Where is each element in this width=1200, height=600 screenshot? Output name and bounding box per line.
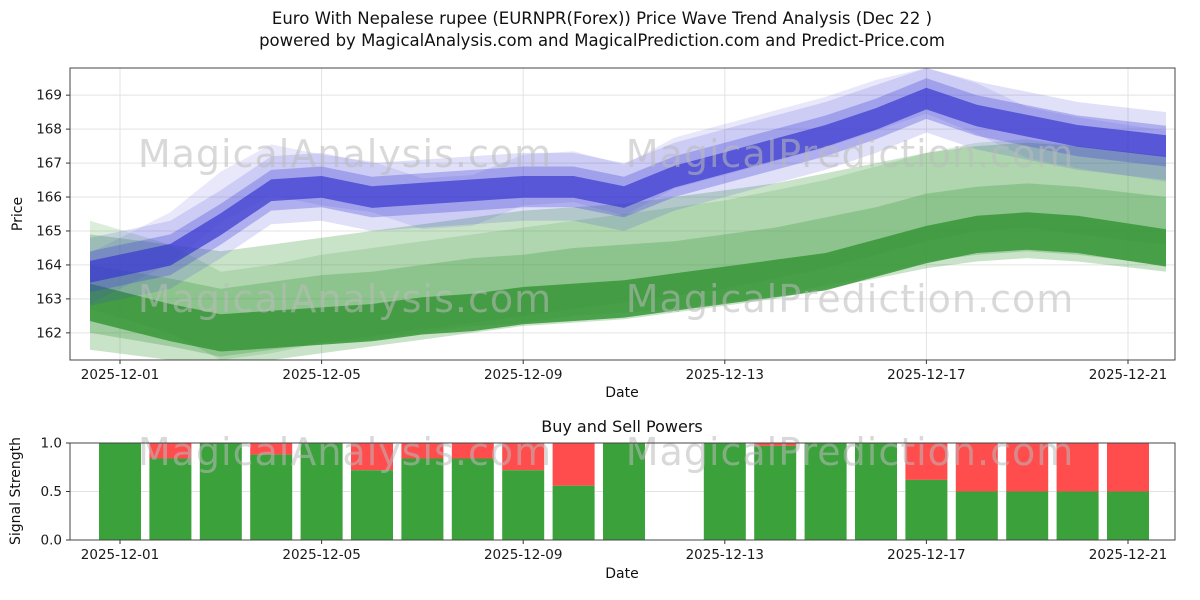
watermark-text: MagicalAnalysis.com <box>138 430 552 474</box>
figure-title-line2: powered by MagicalAnalysis.com and Magic… <box>259 31 945 50</box>
sell-bar <box>1107 443 1149 492</box>
signal-yaxis-label: Signal Strength <box>8 437 24 545</box>
signal-y-tick-label: 0.5 <box>41 484 62 500</box>
price-x-tick-label: 2025-12-21 <box>1089 367 1167 383</box>
price-chart-axes: 162 163 164 165 166 167 168 169 2025-12-01 2025-1… <box>36 67 1176 383</box>
signal-x-tick-label: 2025-12-17 <box>887 547 965 563</box>
sell-bar <box>351 443 393 471</box>
sell-bar <box>250 443 293 455</box>
watermark-text: MagicalAnalysis.com <box>138 277 552 321</box>
price-yaxis-label: Price <box>10 197 26 231</box>
buy-bar <box>955 491 998 540</box>
sell-bar <box>149 443 192 459</box>
price-y-tick-label: 168 <box>36 122 62 138</box>
sell-bar <box>754 443 797 446</box>
buy-bar <box>300 443 343 540</box>
buy-bar <box>905 479 948 540</box>
sell-bar <box>401 443 444 459</box>
buy-bar <box>199 443 242 540</box>
band-green-trend-alt <box>90 139 1166 360</box>
price-x-tick-label: 2025-12-09 <box>484 367 562 383</box>
buy-bar <box>855 443 897 540</box>
price-y-tick-label: 169 <box>36 88 62 104</box>
buy-bar <box>451 458 494 540</box>
watermark-text: MagicalPrediction.com <box>626 277 1075 321</box>
band-green-trend-core <box>90 212 1166 352</box>
signal-y-tick-label: 1.0 <box>41 436 62 452</box>
signal-x-tick-label: 2025-12-09 <box>484 547 562 563</box>
buy-bar <box>99 443 141 540</box>
sell-bar <box>552 443 595 486</box>
sell-bar <box>451 443 494 459</box>
price-y-tick-label: 163 <box>36 291 62 307</box>
signal-chart-bars <box>99 443 1149 540</box>
buy-bar <box>703 443 746 540</box>
signal-y-tick-label: 0.0 <box>41 533 62 549</box>
buy-bar <box>401 458 444 540</box>
buy-bar <box>502 470 545 540</box>
price-x-tick-label: 2025-12-13 <box>686 367 764 383</box>
watermark-text: MagicalAnalysis.com <box>138 132 552 176</box>
buy-bar <box>1006 491 1049 540</box>
price-x-tick-label: 2025-12-01 <box>81 367 159 383</box>
signal-plot-border <box>69 442 1176 541</box>
sell-bar <box>955 443 998 492</box>
price-plot-border <box>69 67 1176 361</box>
price-y-tick-label: 165 <box>36 223 62 239</box>
signal-chart-watermarks: MagicalAnalysis.com MagicalPrediction.com <box>138 430 1075 474</box>
sell-bar <box>1056 443 1099 492</box>
signal-chart-axes: 0.0 0.5 1.0 2025-12-01 2025-12-05 2025-12-09 2… <box>41 436 1176 563</box>
buy-bar <box>250 454 293 540</box>
signal-x-tick-label: 2025-12-05 <box>282 547 360 563</box>
buy-bar <box>149 458 192 540</box>
figure-title-line1: Euro With Nepalese rupee (EURNPR(Forex))… <box>272 9 932 28</box>
price-y-tick-label: 164 <box>36 257 62 273</box>
signal-xaxis-label: Date <box>605 566 638 582</box>
signal-x-tick-label: 2025-12-01 <box>81 547 159 563</box>
signal-x-tick-label: 2025-12-13 <box>686 547 764 563</box>
price-xaxis-label: Date <box>605 385 638 401</box>
price-x-tick-label: 2025-12-17 <box>887 367 965 383</box>
band-blue-wave-core <box>90 87 1166 283</box>
buy-bar <box>1056 491 1099 540</box>
sell-bar <box>1006 443 1049 492</box>
watermark-text: MagicalPrediction.com <box>626 430 1075 474</box>
price-x-tick-label: 2025-12-05 <box>282 367 360 383</box>
price-chart-watermarks: MagicalAnalysis.com MagicalPrediction.com… <box>138 132 1075 321</box>
price-y-tick-label: 166 <box>36 190 62 206</box>
buy-bar <box>552 485 595 540</box>
price-y-tick-label: 167 <box>36 156 62 172</box>
buy-bar <box>351 470 393 540</box>
price-chart-bands <box>90 68 1166 360</box>
signal-chart-title: Buy and Sell Powers <box>541 417 703 436</box>
buy-bar <box>804 443 847 540</box>
watermark-text: MagicalPrediction.com <box>626 132 1075 176</box>
signal-x-tick-label: 2025-12-21 <box>1089 547 1167 563</box>
buy-bar <box>603 443 645 540</box>
price-y-tick-label: 162 <box>36 325 62 341</box>
buy-bar <box>1107 491 1149 540</box>
sell-bar <box>502 443 545 471</box>
buy-bar <box>754 445 797 540</box>
sell-bar <box>905 443 948 480</box>
